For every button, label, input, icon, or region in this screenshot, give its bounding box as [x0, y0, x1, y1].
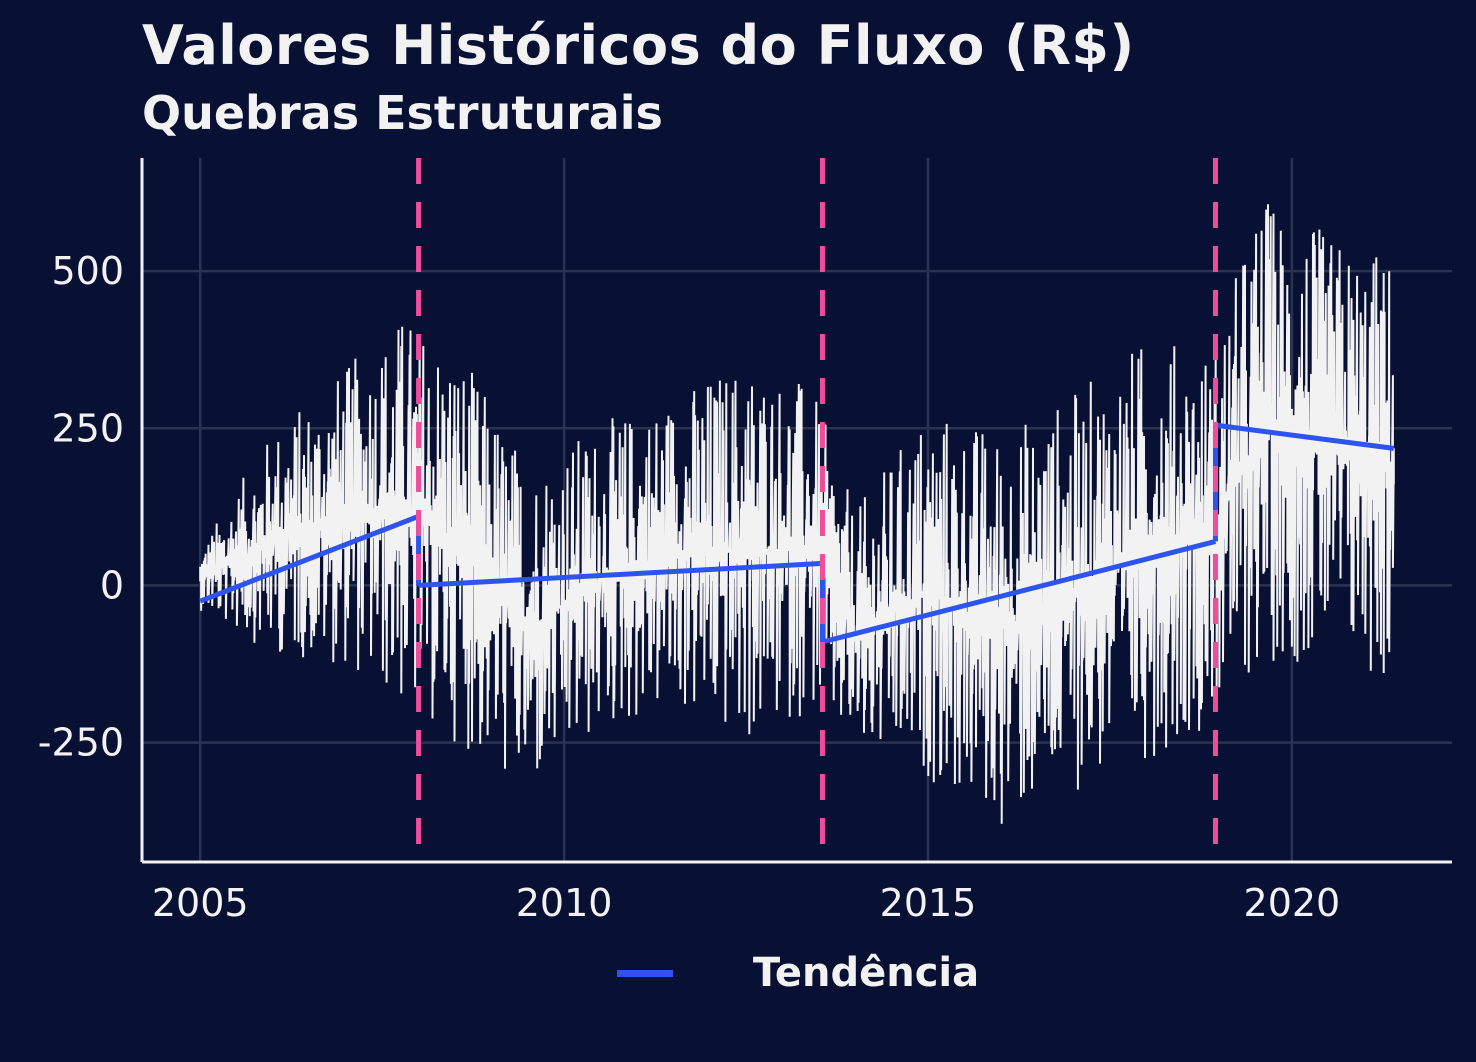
legend-trend-label: Tendência [752, 950, 980, 996]
y-tick-label--250: -250 [38, 721, 124, 765]
legend: Tendência [0, 950, 1476, 996]
trend-segment-2 [418, 560, 823, 588]
x-tick-label-2010: 2010 [516, 881, 613, 925]
y-tick-label-250: 250 [51, 406, 124, 450]
trend-segment-1 [199, 513, 420, 604]
x-tick-label-2005: 2005 [152, 881, 249, 925]
tick-labels: 2005 2010 2015 2020 -250 0 250 500 [38, 249, 1340, 925]
trend-segment-4 [1215, 422, 1395, 451]
y-tick-label-0: 0 [100, 563, 124, 607]
trend-segment-3 [821, 539, 1217, 645]
x-tick-label-2020: 2020 [1244, 881, 1341, 925]
flow-line [199, 204, 1395, 824]
flow-series [199, 204, 1395, 824]
legend-trend-swatch [616, 969, 673, 977]
y-tick-label-500: 500 [51, 249, 124, 293]
chart-subtitle: Quebras Estruturais [142, 86, 663, 140]
chart-title: Valores Históricos do Fluxo (R$) [142, 14, 1135, 77]
x-tick-label-2015: 2015 [880, 881, 977, 925]
structural-breaks [416, 158, 1218, 862]
axes [140, 158, 1452, 864]
